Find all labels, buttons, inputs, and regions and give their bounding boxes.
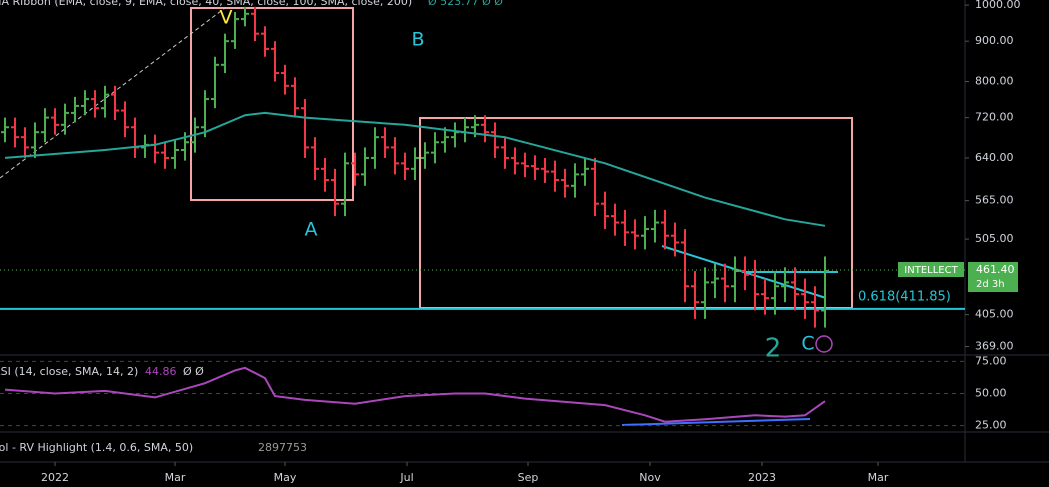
rsi-tick-label: 75.00 [975, 354, 1007, 367]
ma-line [4, 111, 826, 227]
x-tick-label: Jul [399, 471, 413, 484]
dashed-trendline [0, 7, 226, 179]
y-tick-label: 565.00 [975, 194, 1014, 207]
price-tag-label: 461.40 [976, 263, 1015, 276]
annotation: A [305, 219, 318, 241]
annotation: 2 [765, 334, 782, 364]
countdown-label: 2d 3h [976, 279, 1005, 290]
y-tick-label: 505.00 [975, 232, 1014, 245]
y-tick-label: 405.00 [975, 308, 1014, 321]
fib-label: 0.618(411.85) [858, 289, 951, 304]
y-tick-label: 369.00 [975, 340, 1014, 353]
rsi-line [4, 366, 826, 423]
x-tick-label: Sep [518, 471, 539, 484]
rsi-tick-label: 50.00 [975, 387, 1007, 400]
y-tick-label: 720.00 [975, 111, 1014, 124]
y-tick-label: 800.00 [975, 75, 1014, 88]
x-tick-label: 2022 [41, 471, 69, 484]
box [419, 117, 853, 309]
indicator-label: MA Ribbon (EMA, close, 9, EMA, close, 40… [0, 0, 412, 8]
x-tick-label: Mar [165, 471, 186, 484]
y-tick-label: 1000.00 [975, 0, 1021, 11]
indicator-label: Vol - RV Highlight (1.4, 0.6, SMA, 50) [0, 441, 193, 454]
indicator-value: 2897753 [258, 441, 307, 454]
symbol-tag [898, 262, 964, 278]
y-tick-label: 640.00 [975, 151, 1014, 164]
x-tick-label: 2023 [748, 471, 776, 484]
indicator-value: Ø 523.77 Ø Ø [428, 0, 503, 8]
annotation: C [801, 333, 814, 355]
indicator-value: Ø Ø [183, 365, 204, 378]
rsi-tick-label: 25.00 [975, 419, 1007, 432]
x-tick-label: Nov [639, 471, 661, 484]
price-tag [968, 262, 1018, 293]
annotation: V [220, 7, 233, 29]
symbol-label: INTELLECT [904, 265, 958, 276]
price-axis-bg [965, 0, 1049, 487]
event-icon[interactable] [815, 335, 833, 353]
rsi-trendline [621, 418, 811, 426]
box [190, 7, 354, 201]
y-tick-label: 900.00 [975, 34, 1014, 47]
indicator-label: RSI (14, close, SMA, 14, 2) [0, 365, 138, 378]
x-tick-label: May [274, 471, 297, 484]
annotation: B [411, 29, 424, 51]
indicator-value: 44.86 [145, 365, 177, 378]
x-tick-label: Mar [868, 471, 889, 484]
